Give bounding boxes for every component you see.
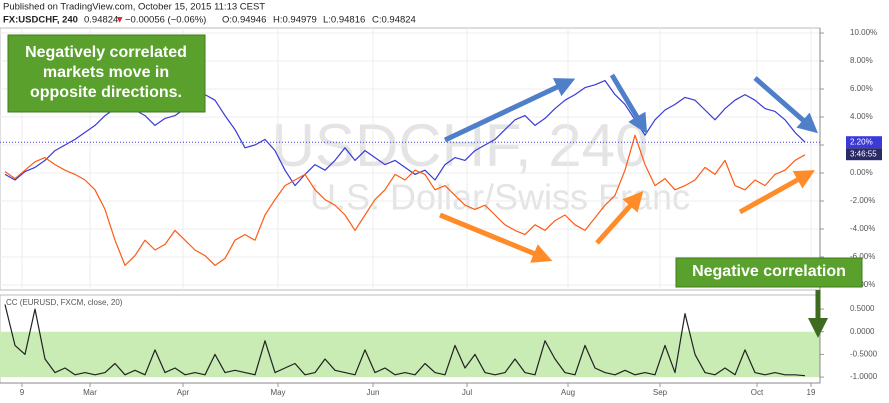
last-price: 0.94824 [84,15,118,26]
x-tick-label: Jun [367,388,380,397]
change: −0.00056 (−0.06%) [125,15,206,26]
y-tick-label: 0.00% [850,168,873,177]
close: C:0.94824 [372,15,416,26]
arrows [439,73,828,338]
x-tick-label: Mar [83,388,97,397]
pane-title: CC (EURUSD, FXCM, close, 20) [6,298,123,307]
symbol-line: FX:USDCHF, 240 0.94824 ▼ −0.00056 (−0.06… [3,15,416,26]
countdown-box [846,148,882,161]
x-tick-label: 9 [20,388,25,397]
annotation-bg [7,34,206,113]
y-tick-label: -6.00% [850,252,875,261]
y-tick-label: 6.00% [850,84,873,93]
x-tick-label: Jul [462,388,472,397]
y-tick-label: 0.0000 [850,327,875,336]
symbol: FX:USDCHF, 240 [3,15,78,26]
arrow [753,76,819,134]
last-value-box [846,136,882,149]
y-tick-label: 8.00% [850,56,873,65]
arrow [439,212,553,263]
x-tick-label: 19 [807,388,816,397]
y-tick-label: -1.0000 [850,372,878,381]
annotation-bg [675,257,863,288]
series-line [4,304,806,377]
y-tick-label: 10.00% [850,28,877,37]
y-tick-label: -4.00% [850,224,875,233]
x-tick-label: Oct [751,388,764,397]
x-tick-label: Sep [653,388,668,397]
y-tick-label: 4.00% [850,112,873,121]
annotation-box: Negative correlation [675,257,863,288]
last-value-label: 2.20% [850,137,873,146]
annotation: Negatively correlated markets move in oppo… [25,44,187,101]
watermark: USDCHF, 240 U.S. Dollar/Swiss Franc [272,112,690,218]
annotation: Negative correlation [692,263,846,280]
direction: ▼ [115,15,124,26]
x-tick-label: Aug [561,388,575,397]
y-tick-label: -8.00% [850,280,875,289]
y-tick-label: -0.5000 [850,350,878,359]
arrow [738,170,815,215]
arrow [609,73,648,134]
y-tick-label: -2.00% [850,196,875,205]
arrow [595,191,644,245]
countdown: 3:46:55 [850,149,877,158]
x-tick-label: May [270,388,285,397]
series-line [4,134,806,266]
high: H:0.94979 [273,15,317,26]
arrow [443,78,576,143]
band [0,331,820,378]
annotation-box: Negatively correlated markets move in oppo… [7,34,206,113]
published-line: Published on TradingView.com, October 15… [3,2,265,13]
y-tick-label: 0.5000 [850,304,875,313]
low: L:0.94816 [323,15,365,26]
x-tick-label: Apr [177,388,190,397]
open: O:0.94946 [222,15,266,26]
